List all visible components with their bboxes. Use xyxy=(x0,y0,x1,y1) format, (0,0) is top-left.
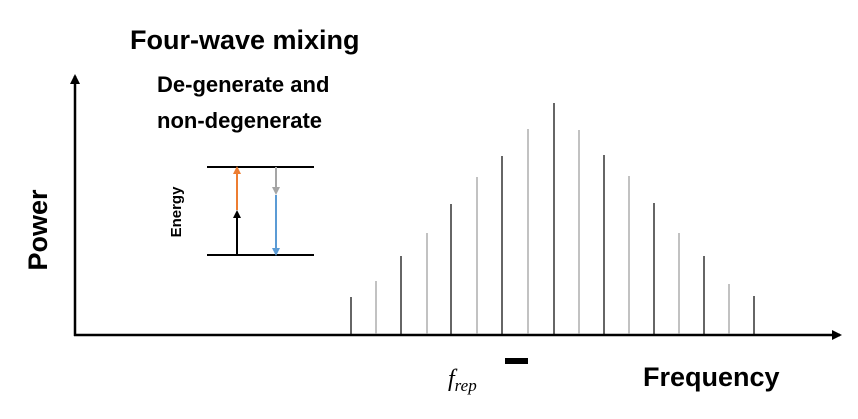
y-axis-label: Power xyxy=(23,189,53,271)
energy-label: Energy xyxy=(168,186,185,238)
spacing-bar xyxy=(505,358,528,364)
title: Four-wave mixing xyxy=(130,25,360,55)
frequency-comb xyxy=(350,103,755,334)
spacing-symbol: f xyxy=(448,366,458,392)
spacing-label: frep xyxy=(448,366,477,395)
subtitle: non-degenerate xyxy=(157,108,322,133)
energy-diagram: Energy xyxy=(168,166,314,256)
subtitle: De-generate and xyxy=(157,72,329,97)
spacing-subscript: rep xyxy=(455,376,477,395)
x-axis-label: Frequency xyxy=(643,362,780,392)
